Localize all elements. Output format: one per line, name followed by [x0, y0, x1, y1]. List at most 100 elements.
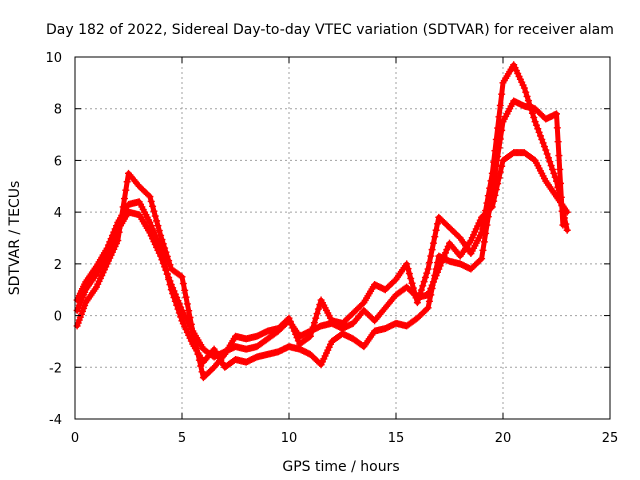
data-point — [441, 249, 449, 257]
data-point — [104, 241, 112, 249]
data-point — [547, 162, 555, 170]
data-point — [543, 150, 551, 158]
data-point — [484, 213, 492, 221]
data-point — [496, 135, 504, 143]
data-point — [309, 323, 317, 331]
data-point — [310, 319, 318, 327]
data-point — [482, 229, 490, 237]
data-point — [187, 320, 195, 328]
y-tick-label: 6 — [54, 154, 62, 169]
data-point — [425, 259, 433, 267]
y-tick-label: -4 — [49, 413, 62, 428]
data-point — [424, 304, 432, 312]
data-point — [166, 261, 174, 269]
data-point — [483, 221, 491, 229]
data-point — [313, 310, 321, 318]
data-point — [415, 294, 423, 302]
data-point — [292, 330, 300, 338]
x-tick-label: 0 — [71, 431, 79, 446]
data-point — [559, 221, 567, 229]
data-point — [488, 187, 496, 195]
data-point — [154, 238, 162, 246]
data-point — [478, 255, 486, 263]
plot-frame — [74, 56, 611, 420]
data-point — [535, 128, 543, 136]
data-point — [146, 193, 154, 201]
data-point — [522, 88, 530, 96]
data-point — [421, 273, 429, 281]
data-point — [175, 309, 183, 317]
data-point — [530, 113, 538, 121]
data-point — [429, 278, 437, 286]
data-point — [167, 286, 175, 294]
data-point — [531, 118, 539, 126]
data-point — [179, 280, 187, 288]
data-point — [555, 152, 563, 160]
data-point — [553, 124, 561, 132]
data-point — [498, 162, 506, 170]
data-point — [550, 169, 558, 177]
data-point — [409, 284, 417, 292]
chart-title: Day 182 of 2022, Sidereal Day-to-day VTE… — [46, 22, 614, 38]
data-point — [563, 226, 571, 234]
data-point — [546, 158, 554, 166]
data-point — [161, 260, 169, 268]
data-point — [173, 301, 181, 309]
data-point — [181, 286, 189, 294]
data-point — [159, 255, 167, 263]
data-point — [498, 90, 506, 98]
y-tick-label: 10 — [45, 51, 62, 66]
data-point — [290, 327, 298, 335]
data-point — [492, 161, 500, 169]
data-point — [498, 126, 506, 134]
data-point — [558, 207, 566, 215]
data-point — [490, 179, 498, 187]
y-axis-label: SDTVAR / TECUs — [7, 181, 23, 296]
data-point — [163, 270, 171, 278]
data-point — [557, 179, 565, 187]
data-point — [540, 143, 548, 151]
data-point — [416, 290, 424, 298]
data-point — [433, 220, 441, 228]
data-point — [153, 217, 161, 225]
data-point — [286, 317, 294, 325]
data-point — [289, 324, 297, 332]
data-point — [312, 314, 320, 322]
data-point — [155, 241, 163, 249]
data-point — [419, 282, 427, 290]
data-point — [305, 333, 313, 341]
data-point — [157, 244, 165, 252]
data-point — [428, 246, 436, 254]
data-point — [536, 132, 544, 140]
data-point — [174, 305, 182, 313]
data-point — [476, 256, 484, 264]
data-point — [147, 197, 155, 205]
data-point — [165, 275, 173, 283]
data-point — [285, 314, 293, 322]
data-point — [314, 305, 322, 313]
data-point — [495, 144, 503, 152]
data-point — [197, 362, 205, 370]
data-point — [155, 227, 163, 235]
data-point — [495, 113, 503, 121]
data-point — [150, 228, 158, 236]
data-point — [407, 274, 415, 282]
data-point — [480, 238, 488, 246]
data-point — [114, 237, 122, 245]
data-point — [479, 246, 487, 254]
data-point — [432, 265, 440, 273]
data-point — [530, 155, 538, 163]
data-point — [154, 222, 162, 230]
data-point — [185, 307, 193, 315]
data-point — [539, 139, 547, 147]
data-point — [423, 305, 431, 313]
data-point — [420, 278, 428, 286]
data-point — [548, 165, 556, 173]
data-point — [122, 186, 130, 194]
data-point — [177, 272, 185, 280]
data-point — [494, 153, 502, 161]
data-point — [544, 154, 552, 162]
ticks: 0 5 10 15 20 25 -4 -2 0 2 4 6 8 10 — [45, 51, 618, 446]
data-point — [108, 231, 116, 239]
